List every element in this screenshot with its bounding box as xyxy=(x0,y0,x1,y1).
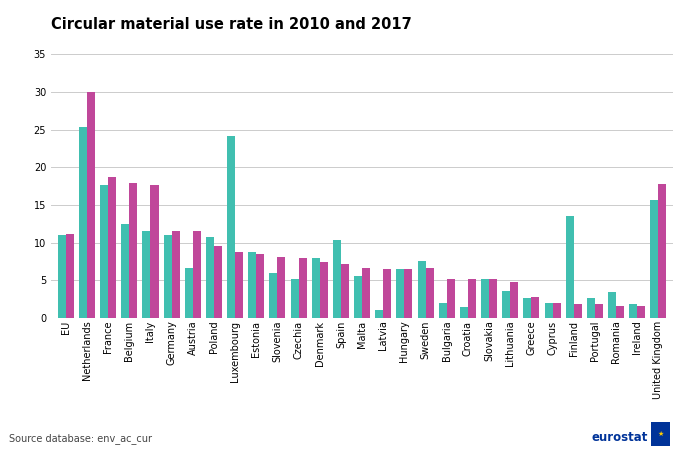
Bar xyxy=(375,310,384,318)
Bar xyxy=(100,185,108,318)
Bar xyxy=(468,279,476,318)
Bar xyxy=(616,306,624,318)
Bar xyxy=(79,128,87,318)
Bar xyxy=(311,258,320,318)
Bar xyxy=(566,216,574,318)
Bar xyxy=(396,269,405,318)
Bar xyxy=(150,185,158,318)
Bar xyxy=(489,279,497,318)
Bar xyxy=(320,262,328,318)
Bar xyxy=(227,137,235,318)
Bar xyxy=(531,297,539,318)
Bar xyxy=(206,237,214,318)
Bar xyxy=(637,306,645,318)
Bar xyxy=(129,183,137,318)
Bar xyxy=(362,268,370,318)
Bar xyxy=(354,276,362,318)
Bar xyxy=(87,92,95,318)
Bar xyxy=(405,269,413,318)
Text: Circular material use rate in 2010 and 2017: Circular material use rate in 2010 and 2… xyxy=(51,17,412,32)
Text: ★: ★ xyxy=(658,431,664,437)
Bar xyxy=(277,257,286,318)
Bar xyxy=(269,273,277,318)
Bar xyxy=(587,298,595,318)
Bar xyxy=(629,304,637,318)
Bar xyxy=(553,303,560,318)
Bar xyxy=(650,200,658,318)
Bar xyxy=(426,268,434,318)
Bar xyxy=(574,304,582,318)
Bar xyxy=(341,264,349,318)
Bar xyxy=(290,279,299,318)
Bar xyxy=(171,231,180,318)
Bar xyxy=(439,303,447,318)
Bar xyxy=(418,262,426,318)
Bar xyxy=(608,292,616,318)
Bar xyxy=(108,177,116,318)
Bar xyxy=(256,254,265,318)
Bar xyxy=(248,252,256,318)
Bar xyxy=(193,231,201,318)
Bar xyxy=(503,291,510,318)
Bar xyxy=(66,233,74,318)
Bar xyxy=(658,184,666,318)
Bar xyxy=(235,252,243,318)
Bar xyxy=(460,307,468,318)
Bar xyxy=(58,235,66,318)
Bar xyxy=(384,269,391,318)
Bar xyxy=(121,224,129,318)
Bar xyxy=(595,304,603,318)
Bar xyxy=(185,268,193,318)
Bar xyxy=(164,235,171,318)
Bar xyxy=(214,247,222,318)
Bar xyxy=(333,240,341,318)
Bar xyxy=(447,279,455,318)
Bar xyxy=(481,279,489,318)
Bar xyxy=(545,303,553,318)
Bar xyxy=(142,231,150,318)
Bar xyxy=(299,258,307,318)
Bar xyxy=(510,282,518,318)
Text: eurostat: eurostat xyxy=(592,431,648,444)
Text: Source database: env_ac_cur: Source database: env_ac_cur xyxy=(9,433,152,444)
Bar xyxy=(524,298,531,318)
